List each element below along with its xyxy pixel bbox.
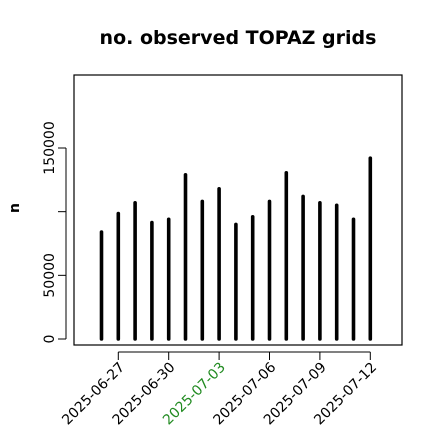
y-axis: 0 50000 150000	[42, 121, 67, 344]
plot-frame	[73, 74, 403, 346]
y-tick-label: 50000	[42, 253, 58, 298]
bars-group	[99, 156, 373, 341]
y-tick-label: 0	[42, 335, 58, 344]
x-axis: 2025-06-272025-06-302025-07-032025-07-06…	[59, 351, 380, 428]
y-tick-label: 150000	[42, 121, 58, 174]
chart-title: no. observed TOPAZ grids	[100, 27, 377, 49]
y-axis-label: n	[7, 203, 23, 213]
